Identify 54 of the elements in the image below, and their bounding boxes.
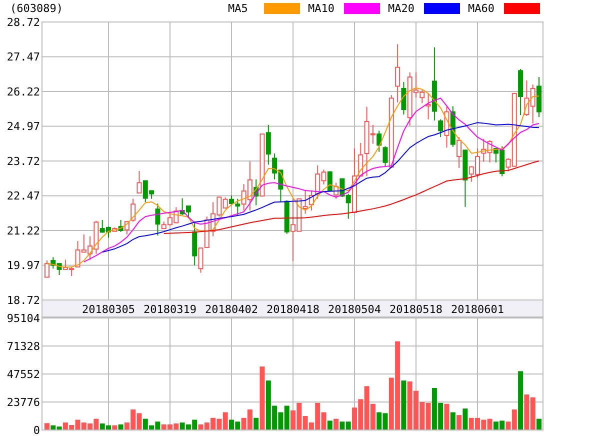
bar <box>462 408 468 430</box>
candlestick <box>235 198 240 216</box>
legend-label: MA60 <box>468 2 494 15</box>
candlestick <box>426 92 431 120</box>
bar <box>456 415 462 430</box>
x-tick-label: 20180504 <box>328 303 382 316</box>
x-tick-label: 20180418 <box>266 303 320 316</box>
line-series <box>83 98 540 262</box>
candlestick <box>376 130 382 152</box>
candlestick <box>382 146 388 168</box>
y-tick-label: 0 <box>33 424 40 437</box>
candlestick <box>395 44 400 103</box>
x-tick-label: 20180319 <box>144 303 196 316</box>
bar <box>334 418 339 430</box>
y-tick-label: 18.72 <box>6 294 40 307</box>
y-tick-label: 19.97 <box>6 259 40 272</box>
x-tick-label: 20180601 <box>451 303 504 316</box>
bar <box>518 371 524 430</box>
bar <box>444 404 450 430</box>
y-tick-label: 95104 <box>6 312 40 325</box>
x-tick-label: 20180518 <box>390 303 442 316</box>
y-tick-label: 71328 <box>6 340 40 353</box>
candlestick <box>130 198 136 222</box>
candlestick <box>192 221 198 266</box>
bar <box>44 423 50 430</box>
y-tick-label: 22.47 <box>6 190 40 203</box>
x-tick-label: 20180402 <box>205 303 258 316</box>
bar <box>450 412 456 430</box>
y-tick-label: 27.47 <box>6 50 40 64</box>
chart-title: (603089) <box>10 2 63 15</box>
bar <box>260 366 265 430</box>
bar <box>254 418 259 430</box>
y-tick-label: 23776 <box>6 396 40 409</box>
bar <box>401 380 406 430</box>
candlestick <box>44 260 50 278</box>
y-tick-label: 26.22 <box>6 85 40 98</box>
candlestick <box>136 170 142 194</box>
bar <box>327 420 332 430</box>
y-tick-label: 47552 <box>6 368 40 381</box>
legend-label: MA5 <box>228 2 248 15</box>
legend-label: MA10 <box>308 2 334 15</box>
x-tick-label: 20180305 <box>82 303 135 316</box>
y-tick-label: 23.72 <box>6 154 40 168</box>
candlestick <box>401 82 406 116</box>
legend-label: MA20 <box>388 2 414 15</box>
line-series <box>102 122 540 253</box>
candlestick <box>438 118 444 138</box>
candlestick <box>155 203 160 236</box>
candlestick <box>266 124 271 166</box>
candlestick <box>456 136 462 168</box>
y-tick-label: 24.97 <box>6 120 40 134</box>
bar <box>536 418 542 430</box>
y-tick-label: 28.72 <box>6 16 40 29</box>
y-tick-label: 21.22 <box>6 224 40 238</box>
